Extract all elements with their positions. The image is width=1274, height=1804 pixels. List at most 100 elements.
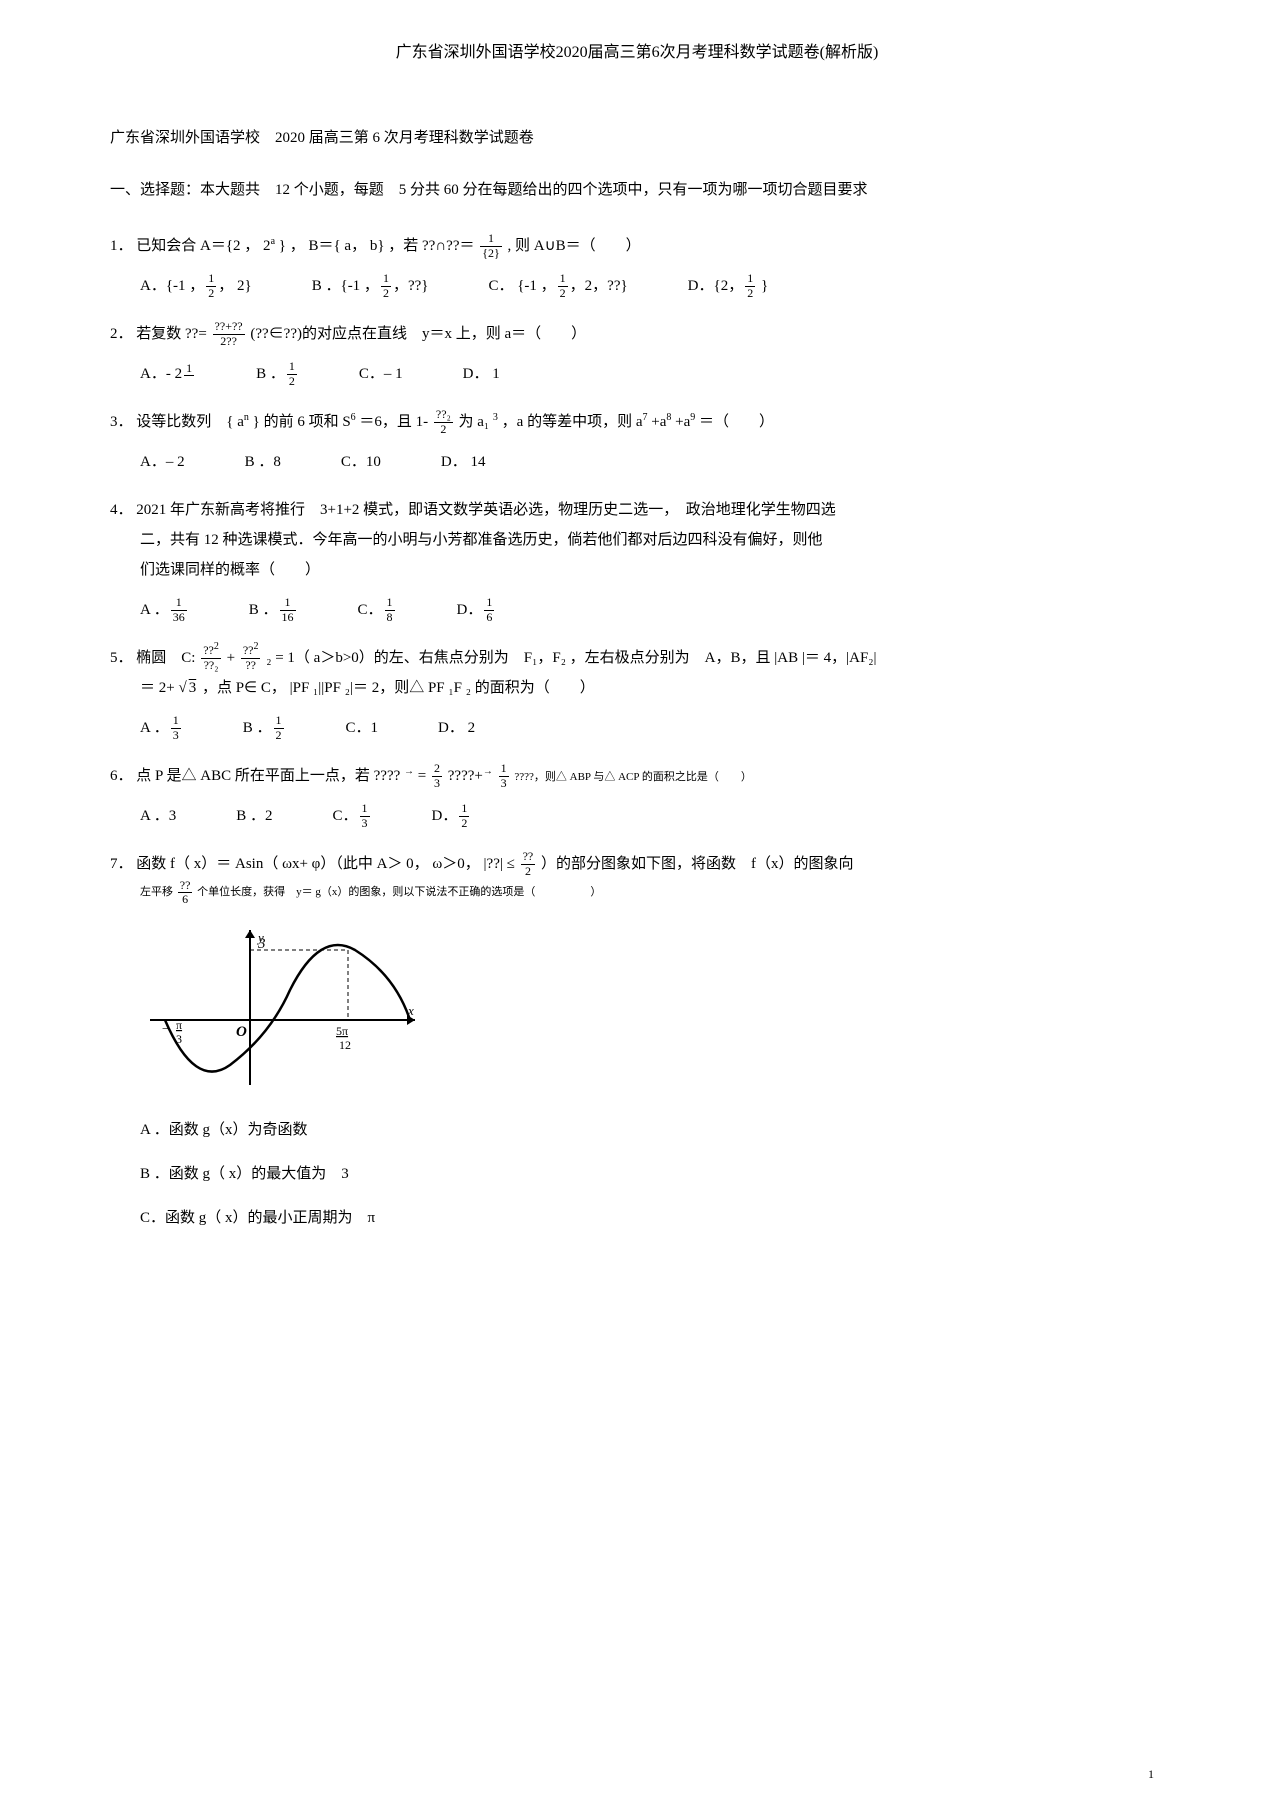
x-right-den: 12 xyxy=(339,1038,351,1052)
option-c: C．18 xyxy=(358,595,397,625)
q-num: 4． xyxy=(110,502,133,518)
q-text: ，点 P∈ C， |PF ₁||PF ₂|＝ 2，则△ PF ₁F ₂ 的面积为… xyxy=(202,680,595,696)
x-left-num: π xyxy=(176,1018,182,1032)
q-text: 设等比数列 { a xyxy=(136,414,244,430)
option-c: C．10 xyxy=(341,447,381,477)
q-text: +a xyxy=(651,414,666,430)
q-text: ₂ = 1（ a＞b>0）的左、右焦点分别为 F₁，F₂ ，左右极点分别为 A，… xyxy=(266,650,876,666)
q-text: } 的前 6 项和 S xyxy=(253,414,351,430)
question-3: 3． 设等比数列 { an } 的前 6 项和 S6 ＝6，且 1- ??₂2 … xyxy=(110,407,1164,477)
option-a: A ．函数 g（x）为奇函数 xyxy=(140,1115,1164,1145)
option-c: C．函数 g（ x）的最小正周期为 π xyxy=(140,1203,1164,1233)
option-b: B ．116 xyxy=(249,595,298,625)
superscript: n xyxy=(244,412,249,423)
x-axis-label: x xyxy=(407,1003,414,1018)
fraction: ??2?? xyxy=(241,644,261,671)
q-note: 左平移 ??6 个单位长度，获得 y＝ g（x）的图象，则以下说法不正确的选项是… xyxy=(140,879,1164,906)
option-a: A．– 2 xyxy=(140,447,185,477)
option-c: C．1 xyxy=(346,713,379,743)
option-d: D．16 xyxy=(457,595,497,625)
option-a: A ．13 xyxy=(140,713,183,743)
x-left-den: 3 xyxy=(176,1032,182,1046)
options: A ．3 B ．2 C．13 D．12 xyxy=(140,801,1164,831)
sine-graph: 3 y x O − π 3 5π 12 xyxy=(140,920,1164,1101)
q-num: 3． xyxy=(110,414,133,430)
option-b: B ．8 xyxy=(245,447,281,477)
option-c: C． {-1 ，12，2，??} xyxy=(488,271,627,301)
option-a: A．{-1 ，12， 2} xyxy=(140,271,252,301)
option-b: B ．12 xyxy=(256,359,299,389)
option-c: C．– 1 xyxy=(359,359,403,389)
options: A．{-1 ，12， 2} B ．{-1 ，12，??} C． {-1 ，12，… xyxy=(140,271,1164,301)
option-d: D．12 xyxy=(432,801,472,831)
q-text: 们选课同样的概率（ ） xyxy=(140,555,1164,585)
q-text: 二，共有 12 种选课模式．今年高一的小明与小芳都准备选历史，倘若他们都对后边四… xyxy=(140,525,1164,555)
option-a: A．- 21 xyxy=(140,359,196,389)
q-text: +a xyxy=(675,414,690,430)
question-1: 1． 已知会合 A＝{2 ， 2a } ， B＝{ a， b} ，若 ??∩??… xyxy=(110,231,1164,301)
q-text: ，a 的等差中项，则 a xyxy=(502,414,643,430)
question-2: 2． 若复数 ??= ??+??2?? (??∈??)的对应点在直线 y＝x 上… xyxy=(110,319,1164,389)
fraction: ??2 xyxy=(521,850,536,877)
q-num: 5． xyxy=(110,650,133,666)
vector-arrow: → xyxy=(483,766,493,777)
option-b: B ．{-1 ，12，??} xyxy=(312,271,429,301)
options: A ．13 B ．12 C．1 D． 2 xyxy=(140,713,1164,743)
q-text: ＝（ ） xyxy=(699,414,774,430)
option-b: B ．12 xyxy=(243,713,286,743)
graph-svg: 3 y x O − π 3 5π 12 xyxy=(140,920,430,1090)
q-text: 2021 年广东新高考将推行 3+1+2 模式，即语文数学英语必选，物理历史二选… xyxy=(136,502,835,518)
page-number: 1 xyxy=(1148,1765,1154,1784)
question-7: 7． 函数 f（ x）＝ Asin（ ωx+ φ）（此中 A＞ 0， ω＞0， … xyxy=(110,849,1164,1233)
option-d: D．{2，12 } xyxy=(688,271,769,301)
q-text: ＝6，且 1- xyxy=(359,414,428,430)
x-right-num: 5π xyxy=(336,1024,348,1038)
fraction: 23 xyxy=(432,762,442,789)
q-text: } ， B＝{ a， b} ，若 ??∩??＝ xyxy=(279,238,475,254)
sqrt: 3 xyxy=(187,673,199,703)
q-num: 7． xyxy=(110,856,133,872)
fraction: 1{2} xyxy=(480,232,502,259)
q-num: 6． xyxy=(110,768,133,784)
q-num: 2． xyxy=(110,326,133,342)
option-d: D． 14 xyxy=(441,447,486,477)
fraction: ??+??2?? xyxy=(213,320,245,347)
superscript: 8 xyxy=(666,412,671,423)
q-text: 函数 f（ x）＝ Asin（ ωx+ φ）（此中 A＞ 0， ω＞0， |??… xyxy=(136,856,503,872)
q-text: 点 P 是△ ABC 所在平面上一点，若 ???? xyxy=(136,768,400,784)
q-text: 椭圆 C: xyxy=(136,650,195,666)
q-text: ＝ 2+ xyxy=(140,680,178,696)
y-axis-label: y xyxy=(256,930,264,945)
superscript: 9 xyxy=(690,412,695,423)
options: A．– 2 B ．8 C．10 D． 14 xyxy=(140,447,1164,477)
svg-text:−: − xyxy=(162,1021,169,1036)
q-text: ????+ xyxy=(448,768,483,784)
q-text: ????，则△ ABP 与△ ACP 的面积之比是（ ） xyxy=(514,771,752,783)
q-text: + xyxy=(227,650,235,666)
section-heading: 一、选择题：本大题共 12 个小题，每题 5 分共 60 分在每题给出的四个选项… xyxy=(110,174,1164,207)
question-4: 4． 2021 年广东新高考将推行 3+1+2 模式，即语文数学英语必选，物理历… xyxy=(110,495,1164,625)
superscript: a xyxy=(271,236,275,247)
q-text: ）的部分图象如下图，将函数 f（x）的图象向 xyxy=(541,856,854,872)
question-6: 6． 点 P 是△ ABC 所在平面上一点，若 ???? → = 23 ????… xyxy=(110,761,1164,831)
q-text: 若复数 ??= xyxy=(136,326,207,342)
fraction: 13 xyxy=(499,762,509,789)
q-text: 已知会合 A＝{2 ， 2 xyxy=(136,238,270,254)
options: A．- 21 B ．12 C．– 1 D． 1 xyxy=(140,359,1164,389)
superscript: 3 xyxy=(493,412,498,423)
vector-arrow: → xyxy=(404,766,414,777)
option-b: B ．2 xyxy=(236,801,272,831)
q-text: (??∈??)的对应点在直线 y＝x 上，则 a＝（ ） xyxy=(250,326,586,342)
option-a: A ．3 xyxy=(140,801,176,831)
superscript: 6 xyxy=(351,412,356,423)
leq: ≤ xyxy=(507,856,515,872)
q-num: 1． xyxy=(110,238,133,254)
q-text: , 则 A∪B＝（ ） xyxy=(508,238,641,254)
page-header: 广东省深圳外国语学校2020届高三第6次月考理科数学试题卷(解析版) xyxy=(110,40,1164,66)
options: A ．136 B ．116 C．18 D．16 xyxy=(140,595,1164,625)
document-title: 广东省深圳外国语学校 2020 届高三第 6 次月考理科数学试题卷 xyxy=(110,126,1164,150)
option-a: A ．136 xyxy=(140,595,189,625)
q-text: 为 a₁ xyxy=(459,414,490,430)
option-d: D． 1 xyxy=(463,359,500,389)
option-d: D． 2 xyxy=(438,713,475,743)
